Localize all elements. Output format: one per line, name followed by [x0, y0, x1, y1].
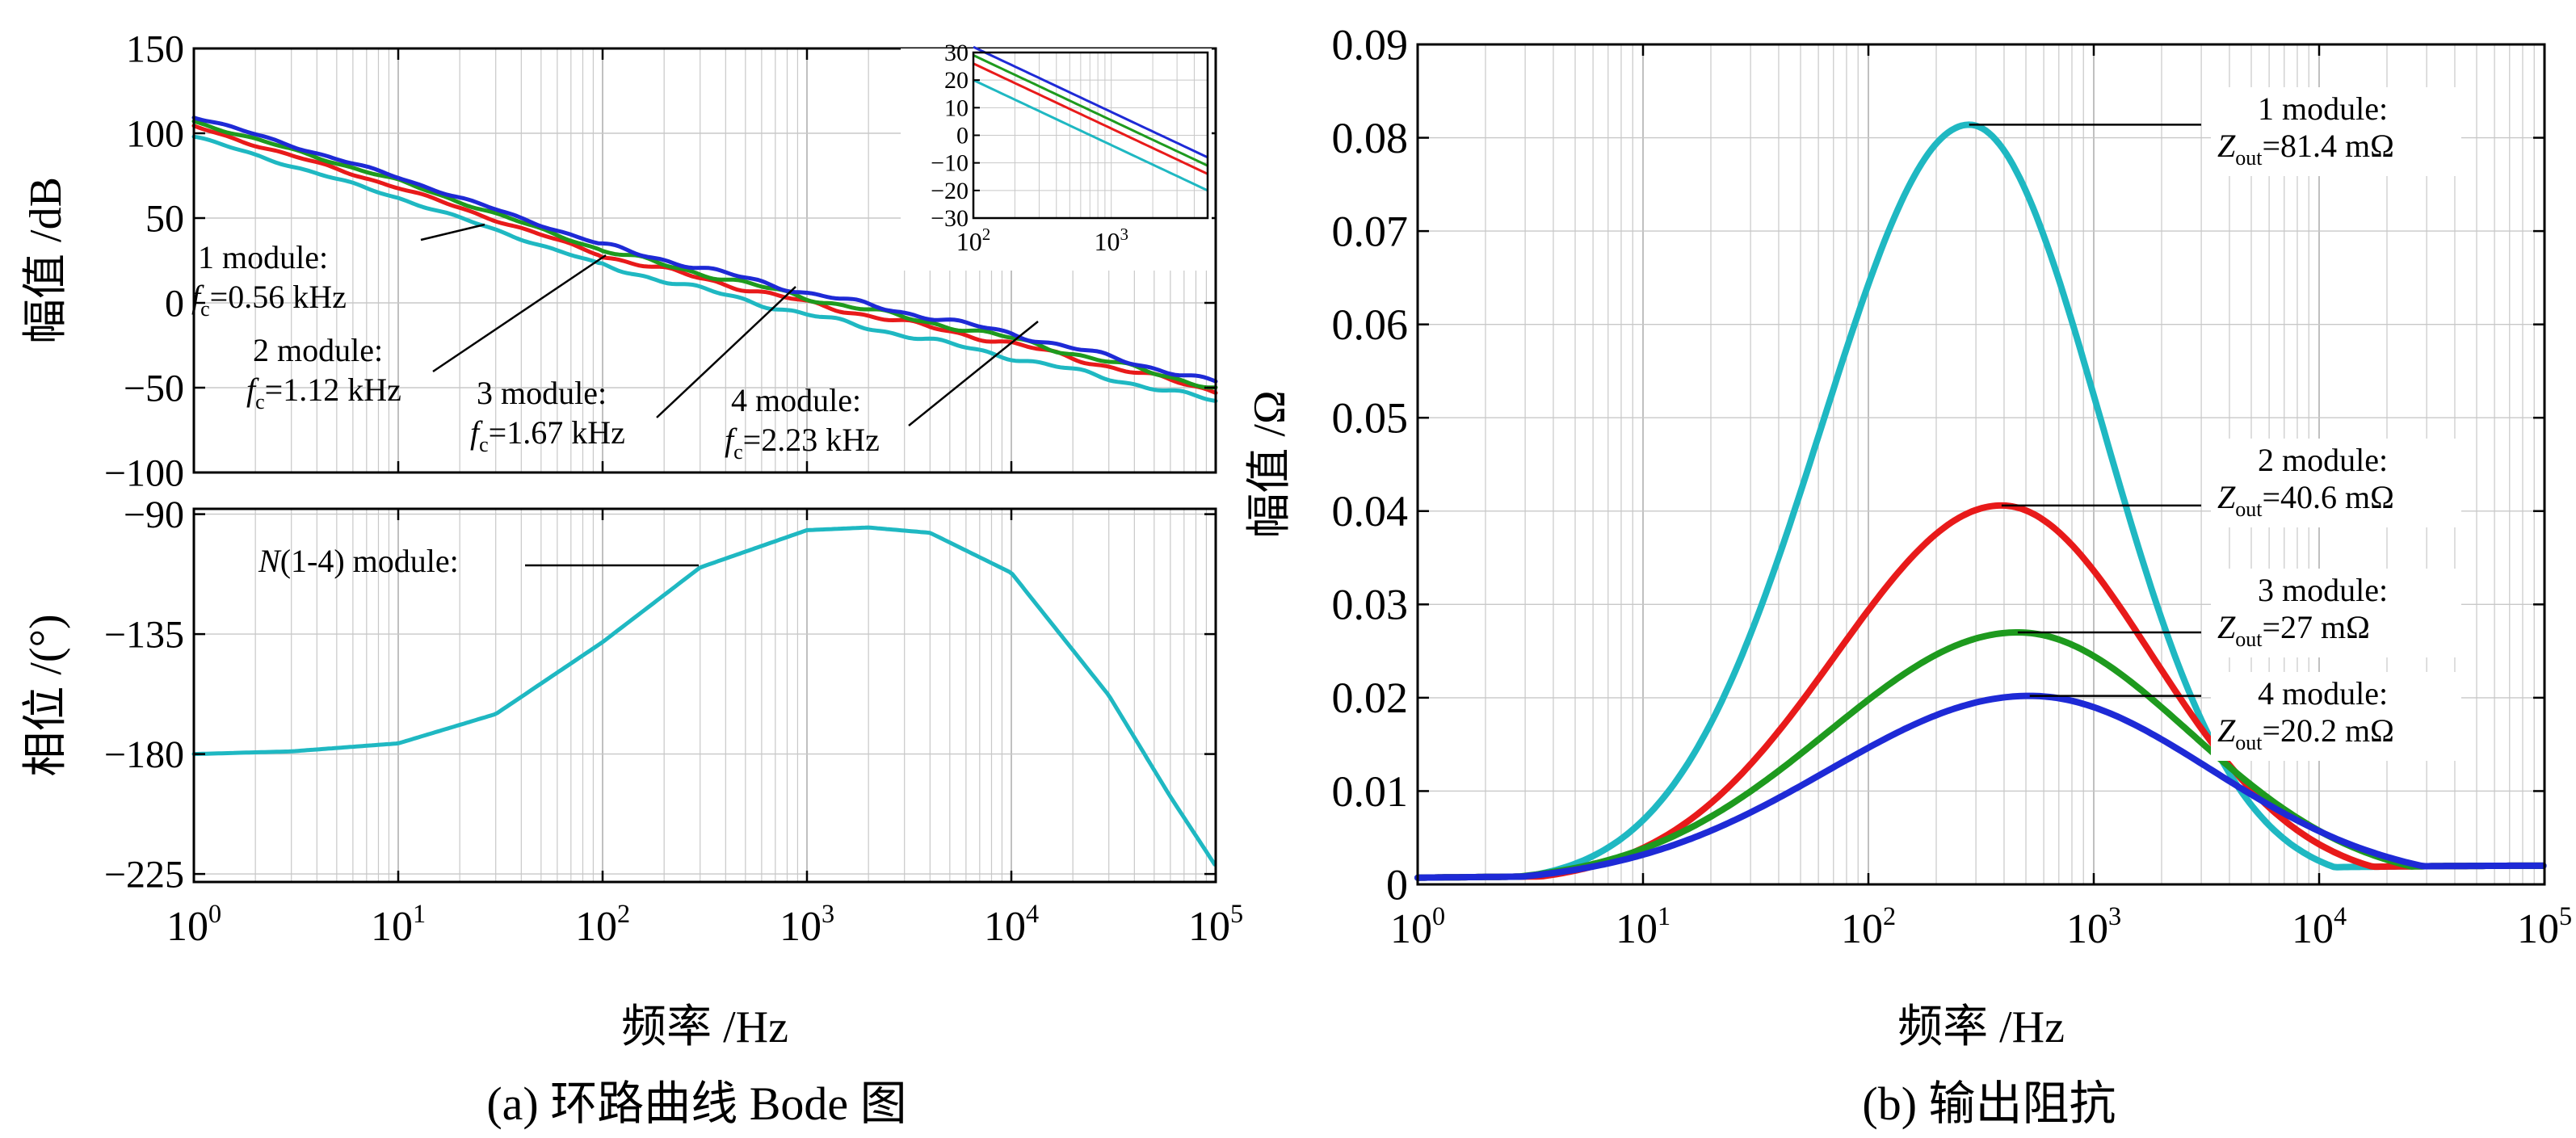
magnitude-ytick-label: 150	[126, 27, 184, 70]
impedance-frame	[1416, 43, 2546, 886]
inset-line-3	[973, 54, 1208, 167]
fc-annotation-label-4: 4 module:	[731, 382, 861, 418]
impedance-xtick-label: 101	[1616, 901, 1670, 952]
zout-annotation-label-2: 2 module:	[2258, 442, 2388, 478]
inset-ytick-label: 10	[944, 94, 969, 121]
impedance-xtick-label: 100	[1390, 901, 1445, 952]
impedance-ytick-label: 0.03	[1332, 581, 1409, 629]
zout-annotation-value-4: Zout=20.2 mΩ	[2217, 712, 2394, 754]
phase-line	[191, 525, 1217, 867]
inset-line-2	[973, 62, 1208, 175]
inset-line-4	[973, 45, 1208, 159]
inset-ytick-label: 30	[944, 40, 969, 66]
impedance-xtick-label: 104	[2292, 901, 2347, 952]
phase-xtick-label: 100	[166, 899, 221, 950]
fc-annotation-label-3: 3 module:	[477, 375, 607, 411]
phase-ytick-label: −135	[104, 613, 184, 656]
zout-annotation-label-4: 4 module:	[2258, 675, 2388, 712]
fc-annotation-leader-3	[656, 286, 796, 418]
impedance-xtick-label: 103	[2066, 901, 2121, 952]
inset-ytick-label: 20	[944, 67, 969, 94]
zout-annotation-value-1: Zout=81.4 mΩ	[2217, 128, 2394, 170]
impedance-line-4	[1414, 692, 2547, 881]
panel-b-xlabel: 频率 /Hz	[1897, 1002, 2065, 1052]
phase-ytick-label: −90	[124, 493, 184, 536]
magnitude-ytick-label: 100	[126, 112, 184, 155]
impedance-ytick-label: 0.04	[1332, 487, 1409, 535]
phase-xtick-label: 102	[575, 899, 630, 950]
fc-annotation-leader-1	[420, 223, 485, 241]
phase-xtick-label: 103	[780, 899, 834, 950]
fc-annotation-value-2: fc=1.12 kHz	[246, 372, 401, 414]
fc-annotation-label-1: 1 module:	[198, 239, 328, 275]
impedance-ytick-label: 0.09	[1332, 20, 1409, 69]
inset-ytick-label: −30	[931, 205, 969, 232]
magnitude-ytick-label: 0	[165, 282, 184, 325]
caption-a: (a) 环路曲线 Bode 图	[486, 1077, 906, 1130]
zout-annotation-background-1	[2211, 87, 2461, 176]
zout-annotation-background-4	[2211, 672, 2461, 761]
inset-xtick-label: 103	[1094, 225, 1128, 256]
impedance-xtick-label: 102	[1841, 901, 1896, 952]
series-layer	[191, 115, 2547, 881]
phase-ytick-label: −225	[104, 853, 184, 896]
impedance-ytick-label: 0.07	[1332, 207, 1409, 255]
fc-annotation-value-1: fc=0.56 kHz	[191, 279, 347, 321]
zout-annotation-background-2	[2211, 439, 2461, 527]
impedance-ytick-label: 0.06	[1332, 300, 1409, 349]
phase-frame	[192, 507, 1217, 884]
phase-ylabel: 相位 /(°)	[21, 614, 71, 776]
caption-b: (b) 输出阻抗	[1862, 1077, 2116, 1130]
zout-annotation-label-1: 1 module:	[2258, 90, 2388, 127]
zout-annotation-background-3	[2211, 569, 2461, 657]
magnitude-line-3	[191, 119, 1218, 390]
zout-annotation-value-3: Zout=27 mΩ	[2217, 609, 2370, 651]
magnitude-line-4	[191, 115, 1218, 384]
phase-xtick-label: 101	[371, 899, 426, 950]
impedance-ylabel: 幅值 /Ω	[1245, 390, 1295, 538]
impedance-xtick-label: 105	[2517, 901, 2572, 952]
phase-ytick-label: −180	[104, 733, 184, 776]
inset-ytick-label: −10	[931, 150, 969, 177]
zout-annotation-value-2: Zout=40.6 mΩ	[2217, 479, 2394, 521]
magnitude-ytick-label: −100	[104, 451, 184, 494]
impedance-ytick-label: 0	[1386, 860, 1408, 909]
impedance-ytick-label: 0.08	[1332, 114, 1409, 162]
panel-a-xlabel: 频率 /Hz	[621, 1002, 788, 1052]
fc-annotation-value-3: fc=1.67 kHz	[470, 414, 625, 456]
impedance-line-1	[1414, 121, 2547, 881]
magnitude-line-1	[191, 134, 1218, 403]
inset-ytick-label: 0	[956, 123, 969, 149]
magnitude-ytick-label: 50	[145, 197, 184, 240]
fc-annotation-leader-2	[432, 254, 607, 373]
magnitude-ylabel: 幅值 /dB	[21, 177, 71, 344]
phase-annotation: N(1-4) module:	[258, 543, 459, 579]
impedance-ytick-label: 0.01	[1332, 767, 1409, 816]
phase-xtick-label: 105	[1188, 899, 1243, 950]
inset-line-1	[973, 78, 1208, 192]
zout-annotation-label-3: 3 module:	[2258, 572, 2388, 608]
fc-annotation-leader-4	[908, 321, 1039, 426]
phase-xtick-label: 104	[984, 899, 1039, 950]
impedance-ytick-label: 0.02	[1332, 674, 1409, 722]
fc-annotation-label-2: 2 module:	[253, 332, 383, 368]
impedance-ytick-label: 0.05	[1332, 394, 1409, 443]
inset-xtick-label: 102	[956, 225, 991, 256]
magnitude-frame	[192, 47, 1217, 474]
fc-annotation-value-4: fc=2.23 kHz	[725, 422, 880, 464]
magnitude-ytick-label: −50	[124, 367, 184, 409]
inset-ytick-label: −20	[931, 178, 969, 204]
